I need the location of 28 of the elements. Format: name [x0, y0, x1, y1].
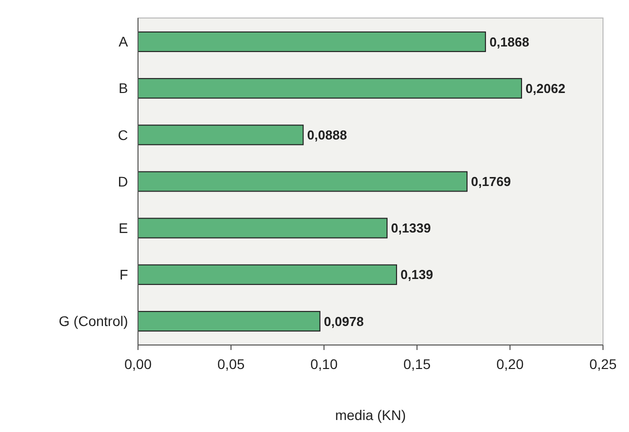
data-label: 0,139	[400, 267, 434, 282]
y-tick-label: C	[118, 126, 128, 143]
x-axis-title: media (KN)	[335, 407, 406, 423]
x-tick-label: 0,00	[124, 356, 152, 372]
y-tick-label: A	[118, 34, 129, 50]
x-tick-label: 0,25	[589, 356, 617, 372]
y-tick-label: G (Control)	[58, 313, 128, 330]
bar	[138, 78, 522, 99]
bar	[138, 31, 486, 52]
bar	[138, 171, 468, 192]
y-tick-label: B	[118, 80, 128, 96]
y-tick-label: D	[118, 173, 128, 190]
x-tick-label: 0,20	[496, 356, 524, 372]
data-label: 0,2062	[526, 80, 566, 96]
data-label: 0,0888	[307, 127, 347, 142]
data-label: 0,1339	[391, 220, 431, 236]
y-tick-label: E	[118, 220, 128, 236]
x-tick-label: 0,10	[310, 356, 338, 372]
bar	[138, 264, 398, 285]
x-tick-label: 0,05	[217, 356, 245, 372]
data-label: 0,1769	[471, 174, 511, 190]
x-tick-label: 0,15	[403, 356, 431, 372]
bar	[138, 310, 320, 332]
bar	[138, 124, 304, 146]
bar	[138, 218, 388, 238]
data-label: 0,0978	[324, 314, 364, 329]
data-label: 0,1868	[489, 34, 530, 50]
y-tick-label: F	[119, 266, 128, 283]
